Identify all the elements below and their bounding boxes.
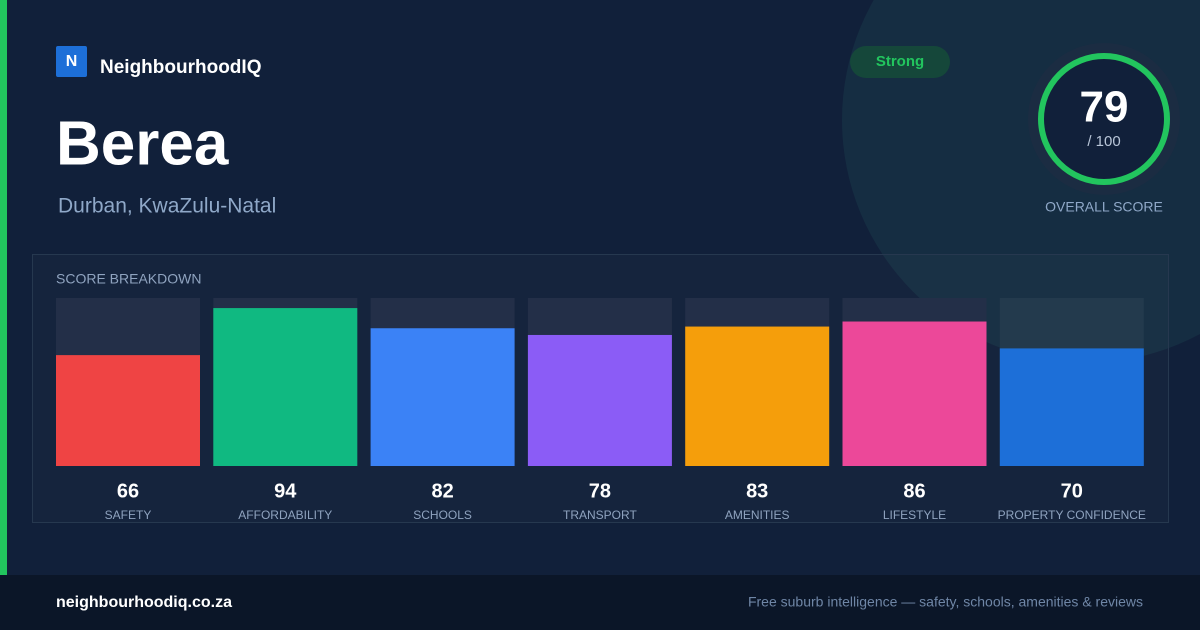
bar — [685, 326, 830, 466]
brand: NeighbourhoodIQ — [100, 57, 261, 78]
value-label: 86 — [903, 480, 925, 502]
footer-domain: neighbourhoodiq.co.za — [56, 594, 232, 611]
footer-tagline: Free suburb intelligence — safety, schoo… — [748, 594, 1143, 610]
bar — [842, 321, 987, 466]
category-label: LIFESTYLE — [883, 508, 946, 522]
bar — [370, 328, 515, 466]
score-out-of: / 100 — [1087, 133, 1120, 150]
value-label: 70 — [1061, 480, 1083, 502]
category-label: SCHOOLS — [413, 508, 472, 522]
category-label: AFFORDABILITY — [238, 508, 332, 522]
category-label: TRANSPORT — [563, 508, 637, 522]
badge — [850, 46, 950, 78]
score-value: 79 — [1080, 83, 1129, 132]
score-ring — [1038, 53, 1170, 185]
subtitle: Durban, KwaZulu-Natal — [58, 195, 276, 218]
footer — [0, 575, 1200, 630]
accent-strip — [0, 0, 7, 575]
value-label: 83 — [746, 480, 768, 502]
chart-title: SCORE BREAKDOWN — [56, 271, 201, 287]
chart-panel — [32, 254, 1169, 523]
value-label: 78 — [589, 480, 611, 502]
bar — [213, 308, 358, 466]
bar — [999, 348, 1144, 466]
category-label: AMENITIES — [725, 508, 790, 522]
value-label: 94 — [274, 480, 297, 502]
bar — [56, 355, 200, 466]
logo-letter: N — [66, 53, 78, 70]
bar — [527, 334, 672, 466]
score-caption: OVERALL SCORE — [1045, 199, 1163, 215]
bar-chart: 66 SAFETY 94 AFFORDABILITY 82 SCHOOLS 78 TRANSP… — [56, 298, 1146, 522]
logo — [56, 46, 87, 77]
category-label: SAFETY — [105, 508, 152, 522]
title: Berea — [56, 109, 229, 178]
category-label: PROPERTY CONFIDENCE — [998, 508, 1146, 522]
badge-text: Strong — [876, 53, 924, 70]
value-label: 82 — [431, 480, 453, 502]
value-label: 66 — [117, 480, 139, 502]
